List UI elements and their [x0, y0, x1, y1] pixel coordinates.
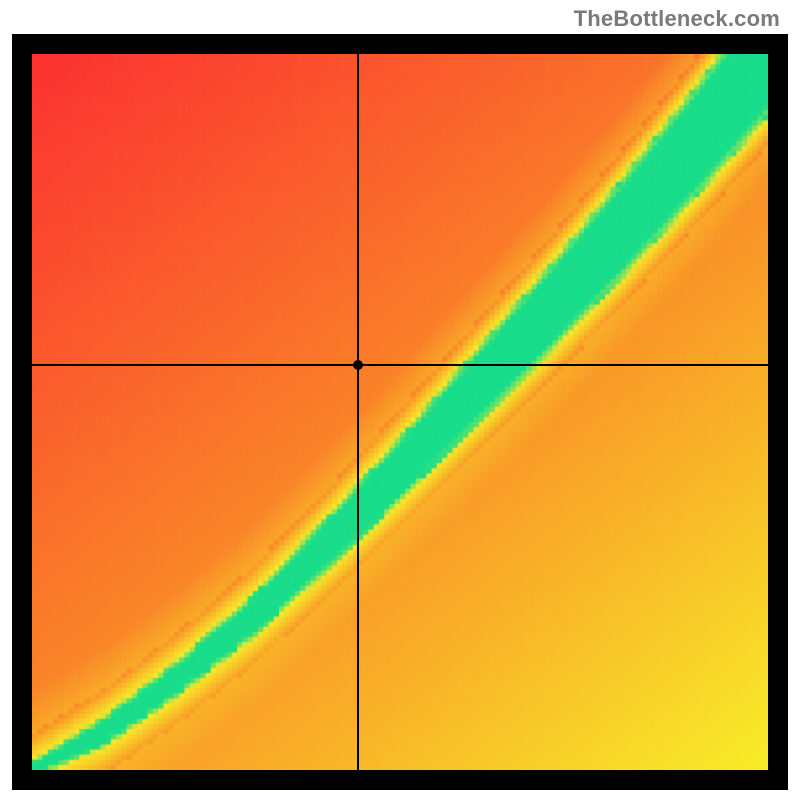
- crosshair-vertical: [357, 54, 359, 770]
- frame-left: [12, 34, 32, 790]
- crosshair-horizontal: [32, 364, 768, 366]
- attribution-text: TheBottleneck.com: [574, 6, 780, 32]
- frame-right: [768, 34, 788, 790]
- bottleneck-heatmap: [32, 54, 768, 770]
- frame-bottom: [12, 770, 788, 790]
- chart-container: TheBottleneck.com: [0, 0, 800, 800]
- frame-top: [12, 34, 788, 54]
